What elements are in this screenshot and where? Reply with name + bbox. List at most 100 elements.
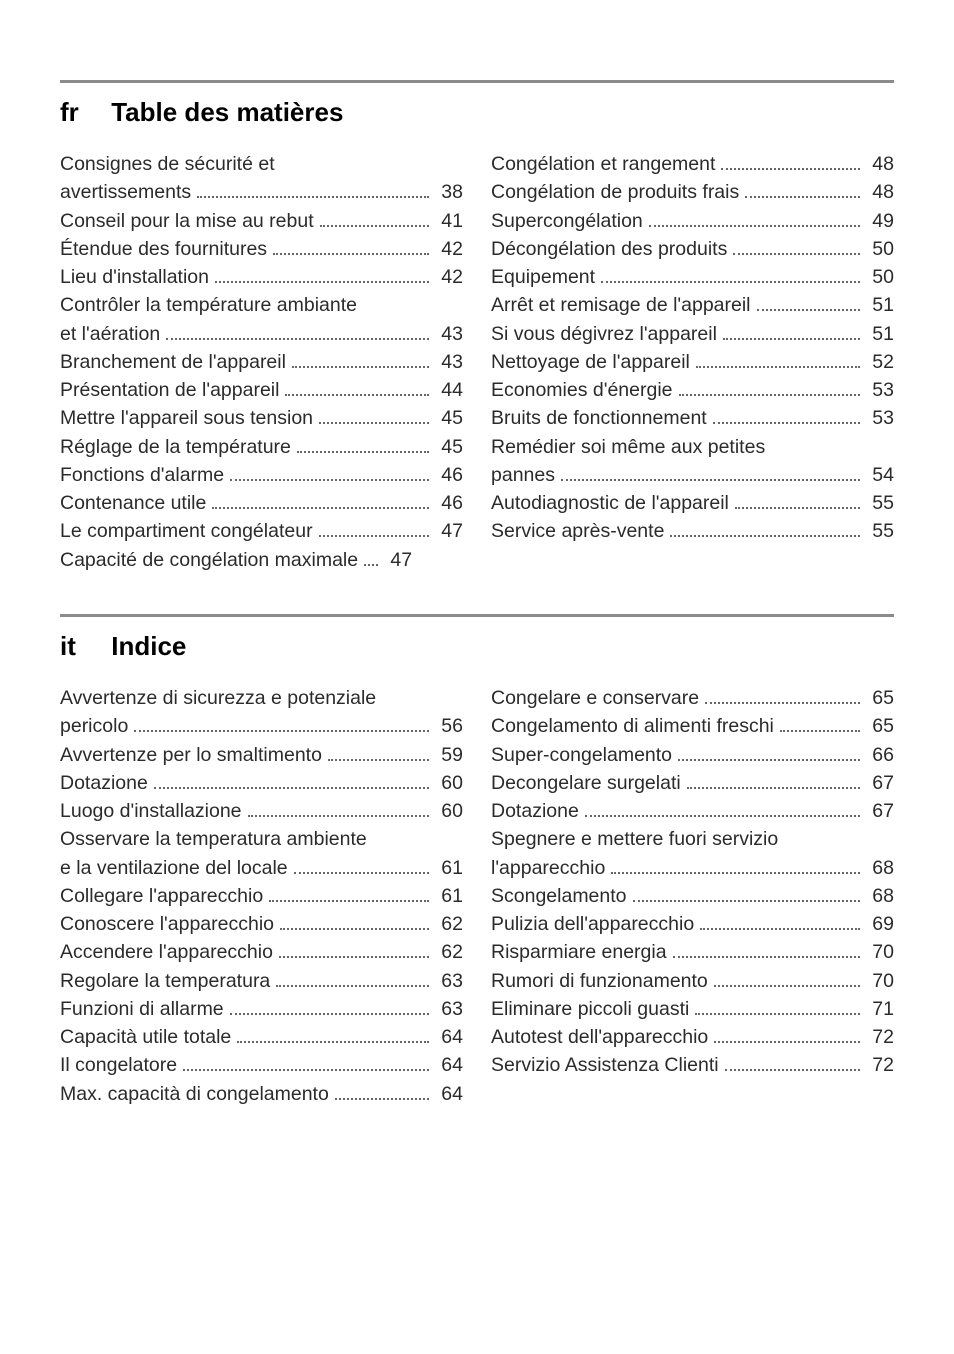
toc-entry-label: Decongelare surgelati: [491, 769, 681, 797]
toc-entry-page: 44: [435, 376, 463, 404]
toc-leader-dots: [183, 1052, 429, 1072]
toc-leader-dots: [237, 1024, 429, 1044]
toc-line: Contenance utile46: [60, 489, 463, 517]
toc-entry-label: Mettre l'appareil sous tension: [60, 404, 313, 432]
toc-leader-dots: [687, 769, 860, 789]
toc-entry-label: Rumori di funzionamento: [491, 967, 708, 995]
section-title: Indice: [111, 631, 186, 661]
toc-leader-dots: [561, 461, 860, 481]
toc-leader-dots: [166, 320, 429, 340]
toc-entry-page: 71: [866, 995, 894, 1023]
toc-entry-page: 46: [435, 461, 463, 489]
toc-entry-page: 38: [435, 178, 463, 206]
toc-line: Collegare l'apparecchio61: [60, 882, 463, 910]
toc-entry-page: 54: [866, 461, 894, 489]
toc-right-column: Congélation et rangement48Congélation de…: [491, 150, 894, 574]
toc-line: Bruits de fonctionnement53: [491, 404, 894, 432]
toc-entry-label: Spegnere e mettere fuori servizio: [491, 825, 778, 853]
toc-entry-label: Capacità utile totale: [60, 1023, 231, 1051]
toc-leader-dots: [328, 741, 429, 761]
toc-entry-label: Congélation et rangement: [491, 150, 715, 178]
toc-leader-dots: [679, 377, 861, 397]
toc-entry-label: Remédier soi même aux petites: [491, 433, 765, 461]
toc-entry-label: Décongélation des produits: [491, 235, 727, 263]
toc-right-column: Congelare e conservare65Congelamento di …: [491, 684, 894, 1108]
toc-entry-page: 42: [435, 235, 463, 263]
toc-entry-label: l'apparecchio: [491, 854, 605, 882]
toc-line: Il congelatore64: [60, 1051, 463, 1079]
toc-line: et l'aération43: [60, 320, 463, 348]
toc-entry-page: 50: [866, 263, 894, 291]
toc-columns: Avvertenze di sicurezza e potenzialeperi…: [60, 684, 894, 1108]
toc-line: Réglage de la température45: [60, 433, 463, 461]
toc-leader-dots: [700, 911, 860, 931]
section-title: Table des matières: [111, 97, 343, 127]
toc-columns: Consignes de sécurité etavertissements38…: [60, 150, 894, 574]
toc-line: Si vous dégivrez l'appareil51: [491, 320, 894, 348]
toc-entry-label: e la ventilazione del locale: [60, 854, 288, 882]
toc-leader-dots: [696, 348, 860, 368]
toc-line: Capacité de congélation maximale47: [60, 546, 463, 574]
toc-left-column: Avvertenze di sicurezza e potenzialeperi…: [60, 684, 463, 1108]
toc-leader-dots: [197, 179, 429, 199]
toc-entry-page: 66: [866, 741, 894, 769]
toc-line: Nettoyage de l'appareil52: [491, 348, 894, 376]
section-heading: fr Table des matières: [60, 97, 894, 128]
toc-entry-label: Le compartiment congélateur: [60, 517, 313, 545]
toc-line: Economies d'énergie53: [491, 376, 894, 404]
toc-line: Congélation et rangement48: [491, 150, 894, 178]
toc-entry-page: 65: [866, 712, 894, 740]
toc-entry-label: Economies d'énergie: [491, 376, 673, 404]
toc-entry-page: 43: [435, 348, 463, 376]
toc-entry-page: 55: [866, 489, 894, 517]
toc-leader-dots: [723, 320, 860, 340]
toc-leader-dots: [670, 518, 860, 538]
toc-leader-dots: [713, 405, 860, 425]
section-heading: it Indice: [60, 631, 894, 662]
toc-entry-label: Dotazione: [491, 797, 579, 825]
toc-leader-dots: [319, 405, 429, 425]
section-rule: [60, 614, 894, 617]
toc-line: Eliminare piccoli guasti 71: [491, 995, 894, 1023]
toc-line: pericolo56: [60, 712, 463, 740]
toc-section: fr Table des matières Consignes de sécur…: [60, 97, 894, 574]
toc-entry-page: 64: [435, 1051, 463, 1079]
toc-entry-label: Equipement: [491, 263, 595, 291]
toc-line: Fonctions d'alarme 46: [60, 461, 463, 489]
toc-line: Max. capacità di congelamento64: [60, 1080, 463, 1108]
toc-line: Dotazione60: [60, 769, 463, 797]
toc-leader-dots: [294, 854, 429, 874]
toc-entry-label: Fonctions d'alarme: [60, 461, 224, 489]
toc-entry-label: Réglage de la température: [60, 433, 291, 461]
toc-entry-label: Autodiagnostic de l'appareil: [491, 489, 729, 517]
toc-line: Conseil pour la mise au rebut41: [60, 207, 463, 235]
toc-line: Mettre l'appareil sous tension45: [60, 404, 463, 432]
toc-entry-page: 67: [866, 769, 894, 797]
toc-leader-dots: [335, 1080, 429, 1100]
toc-line: Scongelamento68: [491, 882, 894, 910]
toc-leader-dots: [673, 939, 860, 959]
toc-entry-page: 64: [435, 1080, 463, 1108]
toc-entry-page: 61: [435, 882, 463, 910]
toc-line: Autotest dell'apparecchio72: [491, 1023, 894, 1051]
toc-section: it Indice Avvertenze di sicurezza e pote…: [60, 631, 894, 1108]
toc-entry-label: Scongelamento: [491, 882, 627, 910]
toc-leader-dots: [611, 854, 860, 874]
toc-entry-label: Congelamento di alimenti freschi: [491, 712, 774, 740]
toc-entry-label: Eliminare piccoli guasti: [491, 995, 689, 1023]
toc-entry-page: 68: [866, 854, 894, 882]
toc-leader-dots: [601, 264, 860, 284]
toc-line: Decongelare surgelati 67: [491, 769, 894, 797]
toc-line: Luogo d'installazione60: [60, 797, 463, 825]
toc-entry-page: 63: [435, 967, 463, 995]
toc-line: Conoscere l'apparecchio62: [60, 910, 463, 938]
toc-entry-label: Contrôler la température ambiante: [60, 291, 357, 319]
toc-left-column: Consignes de sécurité etavertissements38…: [60, 150, 463, 574]
toc-entry-page: 42: [435, 263, 463, 291]
toc-line: Dotazione67: [491, 797, 894, 825]
toc-entry-label: Servizio Assistenza Clienti: [491, 1051, 719, 1079]
toc-entry-label: Risparmiare energia: [491, 938, 667, 966]
toc-entry-page: 52: [866, 348, 894, 376]
toc-line: Accendere l'apparecchio62: [60, 938, 463, 966]
toc-entry-label: pericolo: [60, 712, 128, 740]
